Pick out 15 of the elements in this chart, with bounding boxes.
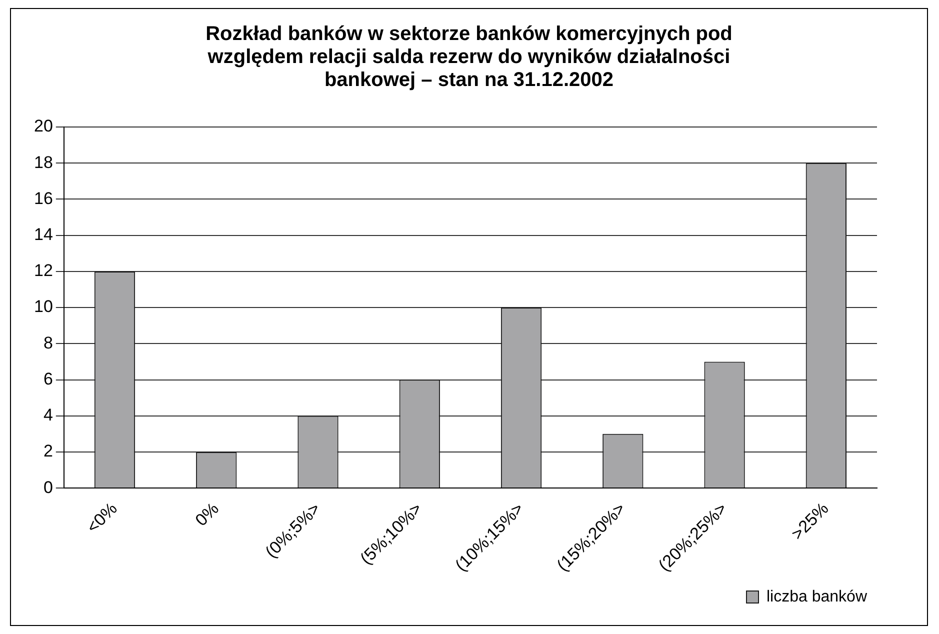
chart-title: Rozkład banków w sektorze banków komercyjnych pod względem relacji salda rezerw do wyników działalności bankowej – stan na 31.12.2002 xyxy=(204,23,734,92)
y-tick-label: 18 xyxy=(34,152,53,172)
y-tick-label: 16 xyxy=(34,188,53,208)
y-tick-label: 4 xyxy=(43,406,53,425)
x-tick-label: <0% xyxy=(83,499,121,537)
y-tick-label: 20 xyxy=(34,116,53,136)
y-tick-label: 6 xyxy=(43,369,53,388)
y-tick-label: 14 xyxy=(34,225,53,244)
y-tick-label: 0 xyxy=(43,478,53,497)
y-tick-label: 12 xyxy=(34,261,53,280)
legend-label: liczba banków xyxy=(766,588,868,606)
y-tick-label: 8 xyxy=(43,333,53,352)
y-tick-label: 2 xyxy=(43,442,53,461)
x-tick-label: 0% xyxy=(192,499,223,530)
y-tick-label: 10 xyxy=(34,297,53,316)
